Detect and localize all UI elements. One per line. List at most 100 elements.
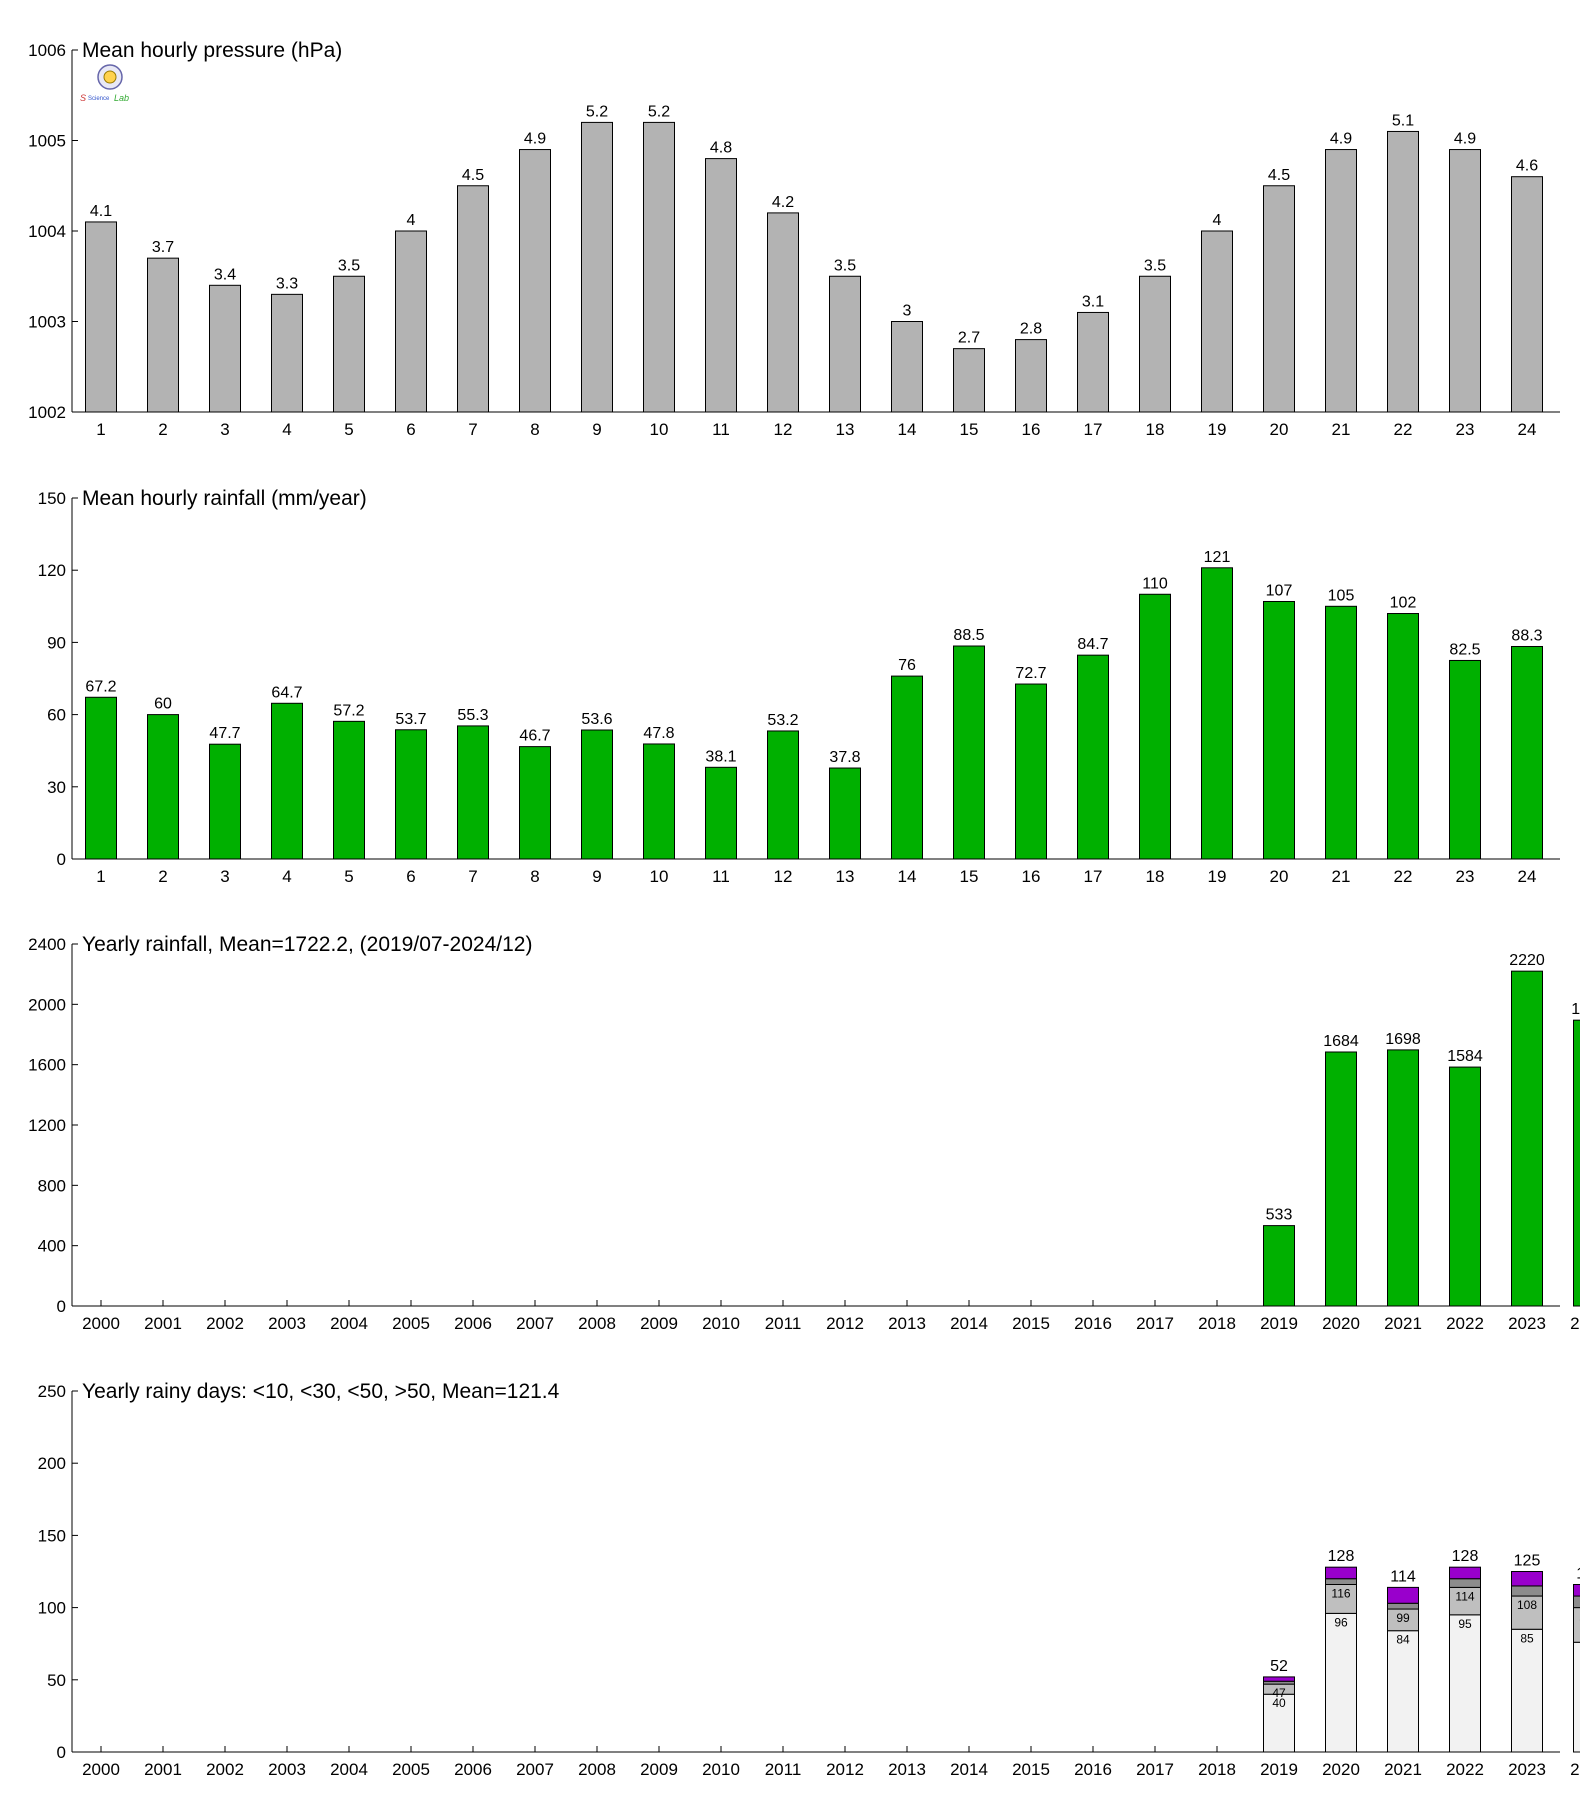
x-tick-label: 21: [1332, 420, 1351, 439]
x-tick-label: 17: [1084, 867, 1103, 886]
data-label: 1698: [1385, 1031, 1421, 1048]
x-tick-label: 2010: [702, 1314, 740, 1333]
bar-segment: [1511, 1595, 1543, 1630]
y-tick-label: 1600: [28, 1056, 66, 1075]
x-tick-label: 2018: [1198, 1314, 1236, 1333]
data-label: 3.1: [1082, 293, 1104, 310]
x-tick-label: 10: [650, 867, 669, 886]
y-tick-label: 250: [38, 1382, 66, 1401]
x-tick-label: 23: [1456, 867, 1475, 886]
chart-title: Yearly rainfall, Mean=1722.2, (2019/07-2…: [82, 933, 532, 956]
chart-title: Mean hourly rainfall (mm/year): [82, 487, 367, 510]
x-tick-label: 2: [158, 867, 167, 886]
bar: [1201, 230, 1233, 413]
x-tick-label: 2004: [330, 1314, 368, 1333]
x-tick-label: 2017: [1136, 1760, 1174, 1779]
bar: [953, 348, 985, 413]
x-tick-label: 6: [406, 420, 415, 439]
data-label: 38.1: [705, 748, 736, 765]
x-tick-label: 24: [1518, 867, 1537, 886]
x-tick-label: 15: [960, 420, 979, 439]
data-label: 110: [1142, 575, 1168, 592]
data-label: 52: [1270, 1658, 1288, 1675]
x-tick-label: 2014: [950, 1314, 988, 1333]
bar: [1015, 339, 1047, 413]
svg-text:S: S: [80, 93, 86, 103]
data-label: 1584: [1447, 1048, 1483, 1065]
lab-logo: S Science Lab: [80, 64, 129, 103]
bar: [1015, 683, 1047, 860]
bar: [1139, 275, 1171, 413]
segment-label: 114: [1455, 1589, 1474, 1603]
x-tick-label: 14: [898, 420, 917, 439]
bar: [1139, 593, 1171, 860]
bar: [147, 257, 179, 413]
x-tick-label: 14: [898, 867, 917, 886]
data-label: 1684: [1323, 1033, 1359, 1050]
segment-label: 116: [1331, 1586, 1350, 1600]
x-tick-label: 2020: [1322, 1314, 1360, 1333]
segment-label: 84: [1396, 1633, 1410, 1647]
x-tick-label: 12: [774, 420, 793, 439]
x-tick-label: 8: [530, 867, 539, 886]
chart-title: Mean hourly pressure (hPa): [82, 39, 342, 62]
x-tick-label: 2013: [888, 1314, 926, 1333]
x-tick-label: 2016: [1074, 1314, 1112, 1333]
bar-segment: [1387, 1602, 1419, 1610]
data-label: 4.5: [462, 167, 484, 184]
data-label: 37.8: [829, 749, 860, 766]
y-tick-label: 120: [38, 561, 66, 580]
bar: [953, 645, 985, 860]
x-tick-label: 9: [592, 420, 601, 439]
bar: [1387, 130, 1419, 413]
x-tick-label: 5: [344, 867, 353, 886]
x-tick-label: 12: [774, 867, 793, 886]
y-tick-label: 90: [47, 633, 66, 652]
x-tick-label: 2011: [765, 1760, 802, 1779]
segment-label: 47: [1272, 1686, 1286, 1700]
x-tick-label: 5: [344, 420, 353, 439]
x-tick-label: 2019: [1260, 1314, 1298, 1333]
data-label: 88.5: [953, 627, 984, 644]
data-label: 76: [898, 657, 916, 674]
data-label: 53.6: [581, 711, 612, 728]
y-tick-label: 150: [38, 1526, 66, 1545]
data-label: 5.2: [586, 103, 608, 120]
data-label: 3.5: [338, 257, 360, 274]
chart-panel-rainy-days: 0 50 100 150 200 250 2000 2001 2002 2003 2004 2005 2…: [38, 1380, 1580, 1779]
x-tick-label: 23: [1456, 420, 1475, 439]
bar: [705, 158, 737, 413]
bar: [1325, 1051, 1357, 1307]
x-tick-label: 2008: [578, 1760, 616, 1779]
data-label: 57.2: [333, 702, 364, 719]
y-tick-label: 200: [38, 1454, 66, 1473]
bar: [457, 185, 489, 413]
data-label: 53.7: [395, 711, 426, 728]
x-tick-label: 20: [1270, 420, 1289, 439]
data-label: 4.9: [524, 131, 546, 148]
bar: [1449, 659, 1481, 860]
bar: [1325, 149, 1357, 413]
bar: [705, 766, 737, 860]
bar-segment: [1511, 1628, 1543, 1753]
bar: [1449, 149, 1481, 413]
y-tick-label: 0: [57, 1743, 66, 1762]
x-tick-label: 19: [1208, 420, 1227, 439]
bar: [581, 121, 613, 413]
data-label: 125: [1514, 1553, 1541, 1570]
x-tick-label: 2023: [1508, 1314, 1546, 1333]
x-tick-label: 3: [220, 867, 229, 886]
data-label: 4.1: [90, 203, 112, 220]
x-tick-label: 16: [1022, 420, 1041, 439]
x-tick-label: 4: [282, 420, 291, 439]
bar: [1573, 1019, 1580, 1307]
x-tick-label: 2021: [1384, 1760, 1422, 1779]
data-label: 5.2: [648, 103, 670, 120]
bar: [333, 720, 365, 860]
bar: [643, 121, 675, 413]
x-tick-label: 17: [1084, 420, 1103, 439]
bar: [891, 675, 923, 860]
x-tick-label: 2004: [330, 1760, 368, 1779]
y-tick-label: 1004: [28, 222, 66, 241]
